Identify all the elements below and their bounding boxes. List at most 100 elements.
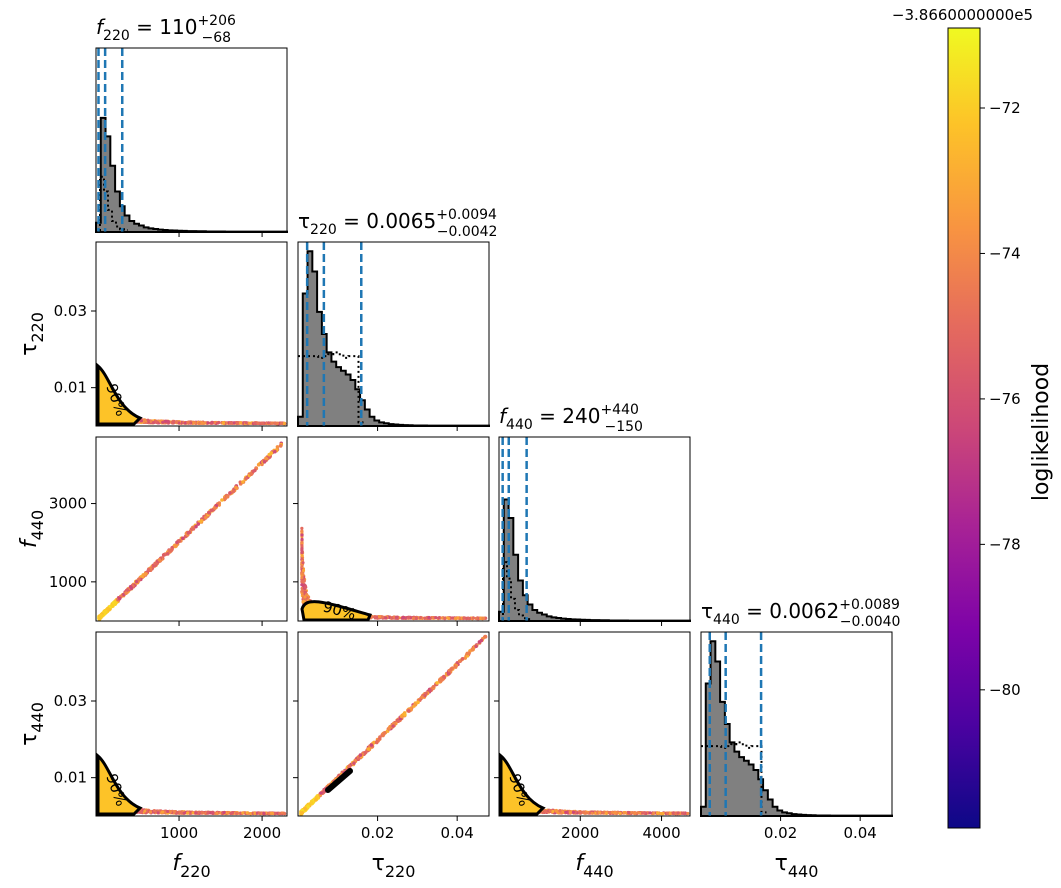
prior-f220: [96, 175, 128, 233]
scatter-point: [399, 714, 404, 719]
scatter-point: [604, 811, 608, 815]
scatter-point: [618, 811, 622, 815]
title-tau440-minus: −0.0040: [840, 614, 901, 630]
prior-tau220: [298, 351, 364, 424]
scatter-point: [207, 511, 211, 515]
scatter-point: [172, 420, 176, 425]
y-tick-label-tau220: 0.03: [54, 302, 87, 320]
scatter-point: [241, 480, 245, 484]
colorbar-tick-label: −80: [989, 681, 1021, 699]
scatter-point: [267, 452, 272, 457]
scatter-point: [151, 421, 155, 425]
scatter-point: [418, 616, 422, 620]
scatter-point: [463, 656, 468, 660]
scatter-point: [427, 615, 431, 620]
scatter-point: [424, 691, 428, 696]
scatter-point: [571, 810, 576, 814]
contour-90: [499, 752, 546, 816]
scatter-point: [633, 811, 637, 816]
scatter-point: [437, 616, 441, 620]
scatter-point: [157, 558, 162, 562]
colorbar-gradient: [947, 27, 981, 829]
contour-90: [96, 362, 143, 426]
scatter-point: [301, 561, 305, 565]
scatter-point: [200, 810, 204, 815]
scatter-point: [440, 616, 444, 620]
scatter-point: [309, 800, 314, 805]
scatter-point: [301, 568, 306, 573]
title-f220-minus: −68: [201, 30, 231, 46]
panel-f220-tau220-frame: [95, 241, 288, 427]
scatter-point: [162, 553, 166, 557]
scatter-point: [439, 678, 443, 683]
scatter-point: [264, 456, 268, 461]
scatter-point: [103, 609, 108, 614]
scatter-point: [671, 811, 676, 815]
scatter-point: [392, 615, 396, 619]
scatter-point: [166, 809, 170, 814]
title-tau220-median: = 0.0065: [337, 209, 436, 233]
scatter-point: [434, 616, 438, 620]
scatter-point: [412, 616, 416, 621]
scatter-point: [196, 522, 201, 526]
scatter-point: [235, 811, 239, 816]
scatter-point: [143, 809, 147, 813]
x-axis-label-tau440-symbol: τ: [775, 851, 788, 876]
scatter-point: [380, 615, 384, 619]
y-axis-label-tau220-sub: 220: [28, 312, 47, 343]
scatter-point: [442, 674, 446, 679]
scatter-point: [197, 421, 201, 425]
scatter-point: [142, 418, 146, 422]
scatter-point: [616, 810, 620, 815]
scatter-point: [300, 526, 304, 530]
scatter-point: [153, 809, 157, 813]
scatter-point: [213, 506, 217, 510]
scatter-point: [304, 585, 308, 589]
scatter-point: [627, 811, 631, 815]
panel-f440-frame: [498, 436, 691, 622]
scatter-point: [300, 543, 304, 548]
scatter-point: [222, 810, 226, 815]
scatter-point: [97, 616, 102, 621]
scatter-point: [204, 515, 208, 520]
scatter-point: [244, 476, 248, 481]
panel-f220-tau440-frame: [95, 631, 288, 817]
colorbar: −72 −74 −76 −78 −80 −3.8660000000e5 loglikelih…: [892, 6, 1054, 829]
prior-f440: [499, 561, 531, 622]
scatter-point: [300, 537, 304, 541]
scatter-point: [665, 811, 669, 815]
title-tau440-symbol: τ: [701, 599, 713, 623]
scatter-point: [377, 615, 382, 619]
title-f220-sub: 220: [103, 28, 130, 44]
scatter-point: [232, 421, 236, 425]
scatter-point: [300, 550, 304, 555]
scatter-point: [181, 536, 185, 541]
scatter-point: [544, 809, 548, 814]
title-f440-sub: 440: [506, 417, 533, 433]
scatter-point: [282, 422, 286, 426]
panel-tau220-frame: [297, 241, 490, 427]
scatter-point: [384, 616, 388, 620]
panel-f220-tau440-points: 90%: [96, 752, 287, 816]
scatter-point: [449, 667, 453, 672]
title-f220: f220 = 110+206 −68: [96, 13, 236, 46]
scatter-point: [191, 527, 196, 531]
y-tick-label-tau220: 0.01: [54, 379, 87, 397]
scatter-point: [414, 616, 419, 620]
scatter-point: [453, 616, 457, 621]
scatter-point: [483, 616, 488, 620]
scatter-point: [300, 583, 304, 587]
scatter-point: [203, 421, 207, 425]
scatter-point: [187, 530, 192, 535]
scatter-point: [584, 811, 588, 815]
panel-f220-f440-frame: [95, 436, 288, 622]
scatter-point: [352, 761, 356, 766]
prior-tau440: [701, 741, 767, 814]
title-f220-plus: +206: [197, 13, 236, 29]
scatter-point: [428, 688, 432, 693]
scatter-point: [598, 811, 602, 815]
panel-f220-tau440-bg: [96, 632, 287, 816]
scatter-point: [431, 684, 436, 689]
scatter-point: [394, 615, 399, 619]
